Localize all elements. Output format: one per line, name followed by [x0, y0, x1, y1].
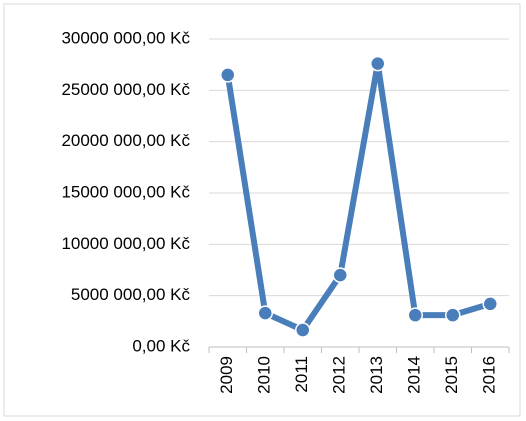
point [445, 307, 461, 323]
point [220, 67, 236, 83]
x-tick-label: 2015 [442, 356, 461, 394]
point [295, 322, 311, 338]
chart-frame [3, 3, 521, 417]
x-tick-label: 2012 [330, 356, 349, 394]
y-tick-label: 30000 000,00 Kč [61, 28, 190, 47]
y-tick-label: 5000 000,00 Kč [71, 285, 191, 304]
point [407, 307, 423, 323]
point [370, 55, 386, 72]
point [332, 267, 348, 283]
x-tick-label: 2009 [217, 356, 236, 394]
x-tick-label: 2013 [367, 356, 386, 394]
y-tick-label: 15000 000,00 Kč [61, 182, 190, 201]
y-tick-label: 25000 000,00 Kč [61, 80, 190, 99]
x-tick-label: 2010 [255, 356, 274, 394]
y-tick-label: 10000 000,00 Kč [61, 234, 190, 253]
y-tick-label: 0,00 Kč [132, 336, 190, 355]
x-tick-label: 2016 [480, 356, 499, 394]
y-tick-label: 20000 000,00 Kč [61, 131, 190, 150]
x-tick-label: 2014 [405, 356, 424, 394]
point [482, 296, 498, 312]
x-tick-label: 2011 [292, 356, 311, 393]
point [257, 305, 273, 321]
